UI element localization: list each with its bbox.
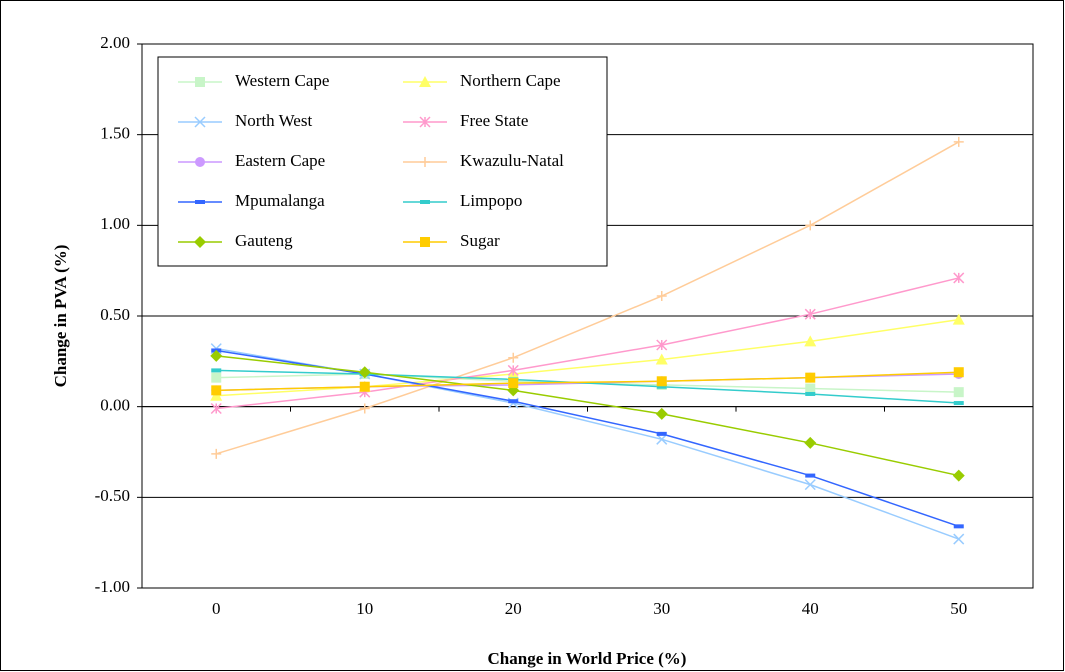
y-tick-label: 1.50	[100, 124, 130, 143]
x-tick-label: 50	[950, 599, 967, 618]
marker	[953, 367, 964, 378]
marker	[508, 352, 519, 363]
series-line	[216, 369, 959, 404]
marker	[952, 469, 965, 482]
marker	[210, 349, 223, 362]
legend-label: Sugar	[460, 231, 500, 250]
marker	[211, 368, 222, 373]
marker	[804, 436, 817, 449]
y-tick-label: 1.00	[100, 214, 130, 233]
marker	[953, 387, 964, 398]
marker	[656, 431, 667, 436]
legend-label: Eastern Cape	[235, 151, 325, 170]
marker	[805, 473, 816, 478]
marker	[804, 335, 817, 347]
x-tick-label: 30	[653, 599, 670, 618]
legend-box	[157, 56, 608, 267]
legend-label: Limpopo	[460, 191, 522, 210]
legend-label: North West	[235, 111, 312, 130]
series-line	[216, 371, 959, 392]
marker	[656, 291, 667, 302]
marker	[420, 157, 430, 167]
marker	[211, 372, 222, 383]
legend-label: Kwazulu-Natal	[460, 151, 564, 170]
legend-label: Northern Cape	[460, 71, 561, 90]
marker	[195, 77, 205, 87]
y-tick-label: 0.50	[100, 305, 130, 324]
legend-label: Mpumalanga	[235, 191, 325, 210]
marker	[194, 236, 206, 248]
marker	[419, 76, 431, 87]
marker	[804, 308, 816, 320]
marker	[953, 401, 964, 406]
legend-label: Gauteng	[235, 231, 293, 250]
marker	[195, 200, 205, 204]
marker	[655, 407, 668, 420]
marker	[195, 157, 205, 167]
legend-label: Free State	[460, 111, 528, 130]
marker	[656, 339, 668, 351]
marker	[210, 402, 222, 415]
marker	[420, 237, 430, 247]
marker	[953, 533, 965, 545]
y-tick-label: 0.00	[100, 396, 130, 415]
series-line	[216, 141, 960, 455]
marker	[953, 136, 964, 147]
marker	[952, 313, 965, 325]
marker	[953, 272, 965, 284]
marker	[507, 364, 519, 376]
series-line	[216, 277, 959, 410]
marker	[419, 116, 431, 128]
x-tick-label: 20	[505, 599, 522, 618]
series-line	[216, 355, 959, 477]
marker	[211, 448, 222, 459]
y-axis-label: Change in PVA (%)	[51, 245, 70, 388]
y-tick-label: -1.00	[95, 577, 130, 596]
marker	[655, 353, 668, 365]
marker	[194, 116, 206, 128]
marker	[211, 385, 222, 396]
marker	[805, 220, 816, 231]
x-tick-label: 10	[356, 599, 373, 618]
marker	[508, 399, 519, 404]
marker	[804, 479, 816, 491]
marker	[420, 200, 430, 204]
x-axis-label: Change in World Price (%)	[488, 649, 687, 668]
legend-label: Western Cape	[235, 71, 329, 90]
y-tick-label: 2.00	[100, 33, 130, 52]
marker	[508, 378, 519, 389]
marker	[359, 381, 370, 392]
marker	[656, 433, 668, 445]
x-tick-label: 0	[212, 599, 221, 618]
marker	[805, 391, 816, 396]
marker	[656, 384, 667, 389]
marker	[805, 383, 816, 394]
marker	[805, 372, 816, 383]
y-tick-label: -0.50	[95, 486, 130, 505]
marker	[358, 366, 371, 379]
x-tick-label: 40	[802, 599, 819, 618]
series-line	[216, 318, 959, 397]
marker	[656, 376, 667, 387]
marker	[953, 524, 964, 529]
marker	[359, 403, 370, 414]
